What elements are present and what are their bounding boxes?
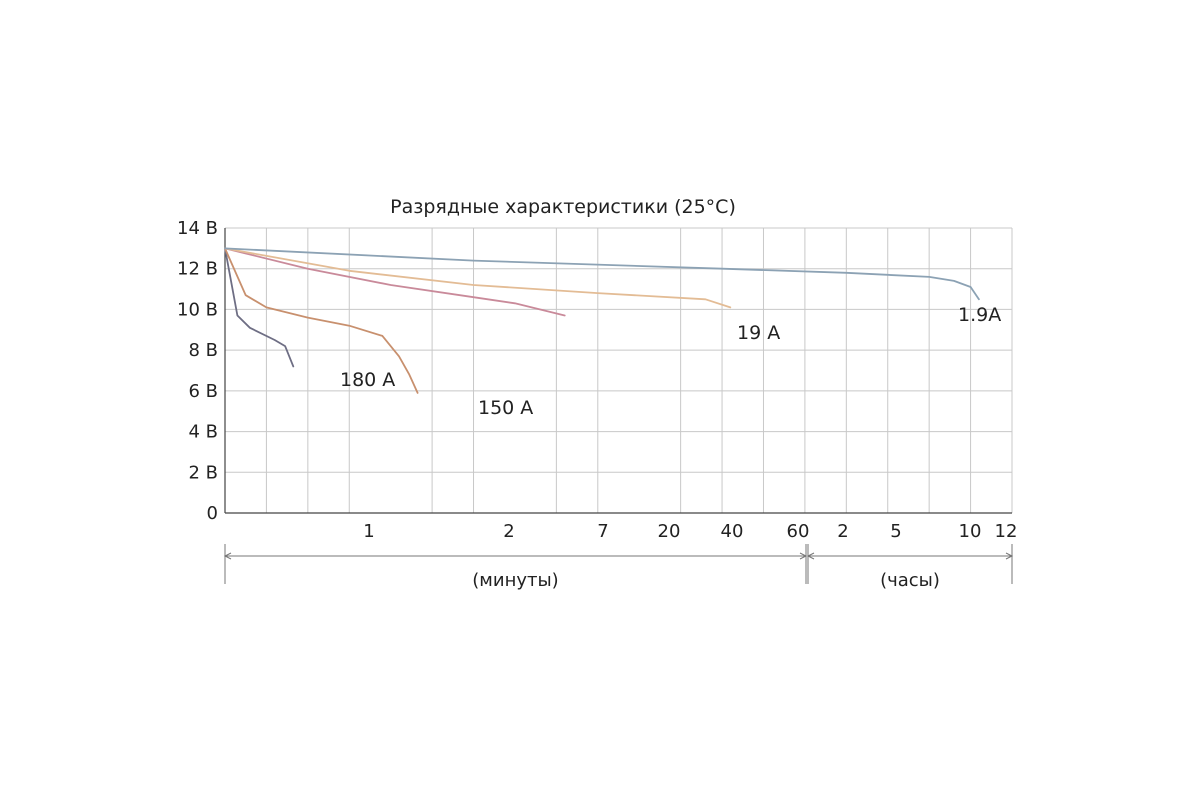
y-tick-label: 4 В bbox=[188, 422, 218, 443]
x-tick-label: 7 bbox=[597, 521, 608, 542]
series-label: 19 А bbox=[737, 322, 780, 344]
x-tick-label: 60 bbox=[787, 521, 810, 542]
series-line bbox=[224, 247, 566, 317]
x-tick-label: 5 bbox=[890, 521, 901, 542]
x-tick-label: 40 bbox=[721, 521, 744, 542]
y-tick-label: 12 В bbox=[177, 259, 218, 280]
series-labels: 180 А 150 А 19 А 1.9A bbox=[340, 304, 1001, 419]
series-label: 180 А bbox=[340, 369, 395, 391]
y-tick-label: 8 В bbox=[188, 340, 218, 361]
y-tick-label: 10 В bbox=[177, 299, 218, 320]
y-tick-label: 0 bbox=[207, 503, 218, 524]
range-label: (часы) bbox=[880, 570, 940, 591]
chart-axes bbox=[224, 228, 1012, 514]
x-tick-label: 12 bbox=[995, 521, 1018, 542]
range-arrow-left bbox=[223, 552, 232, 560]
range-arrow-left bbox=[806, 552, 815, 560]
x-tick-label: 20 bbox=[658, 521, 681, 542]
time-unit-ranges: (минуты) (часы) bbox=[223, 544, 1014, 591]
range-arrow-right bbox=[799, 552, 808, 560]
series-label: 1.9A bbox=[958, 304, 1001, 326]
x-tick-label: 2 bbox=[837, 521, 848, 542]
series-line bbox=[224, 247, 295, 368]
series-line bbox=[224, 247, 980, 301]
series-line bbox=[224, 247, 732, 309]
x-tick-label: 2 bbox=[503, 521, 514, 542]
chart-grid bbox=[225, 227, 1013, 513]
chart-title: Разрядные характеристики (25°C) bbox=[390, 196, 736, 218]
series-label: 150 А bbox=[478, 397, 533, 419]
series-line bbox=[224, 247, 419, 394]
range-arrow-right bbox=[1005, 552, 1014, 560]
y-tick-label: 14 В bbox=[177, 218, 218, 239]
x-tick-label: 1 bbox=[363, 521, 374, 542]
x-tick-label: 10 bbox=[959, 521, 982, 542]
y-tick-label: 6 В bbox=[188, 381, 218, 402]
y-axis-ticks: 0 2 В 4 В 6 В 8 В 10 В 12 В 14 В bbox=[177, 218, 218, 524]
discharge-curves bbox=[224, 247, 980, 394]
y-tick-label: 2 В bbox=[188, 462, 218, 483]
range-label: (минуты) bbox=[472, 570, 558, 591]
x-axis-ticks: 1 2 7 20 40 60 2 5 10 12 bbox=[363, 521, 1017, 542]
